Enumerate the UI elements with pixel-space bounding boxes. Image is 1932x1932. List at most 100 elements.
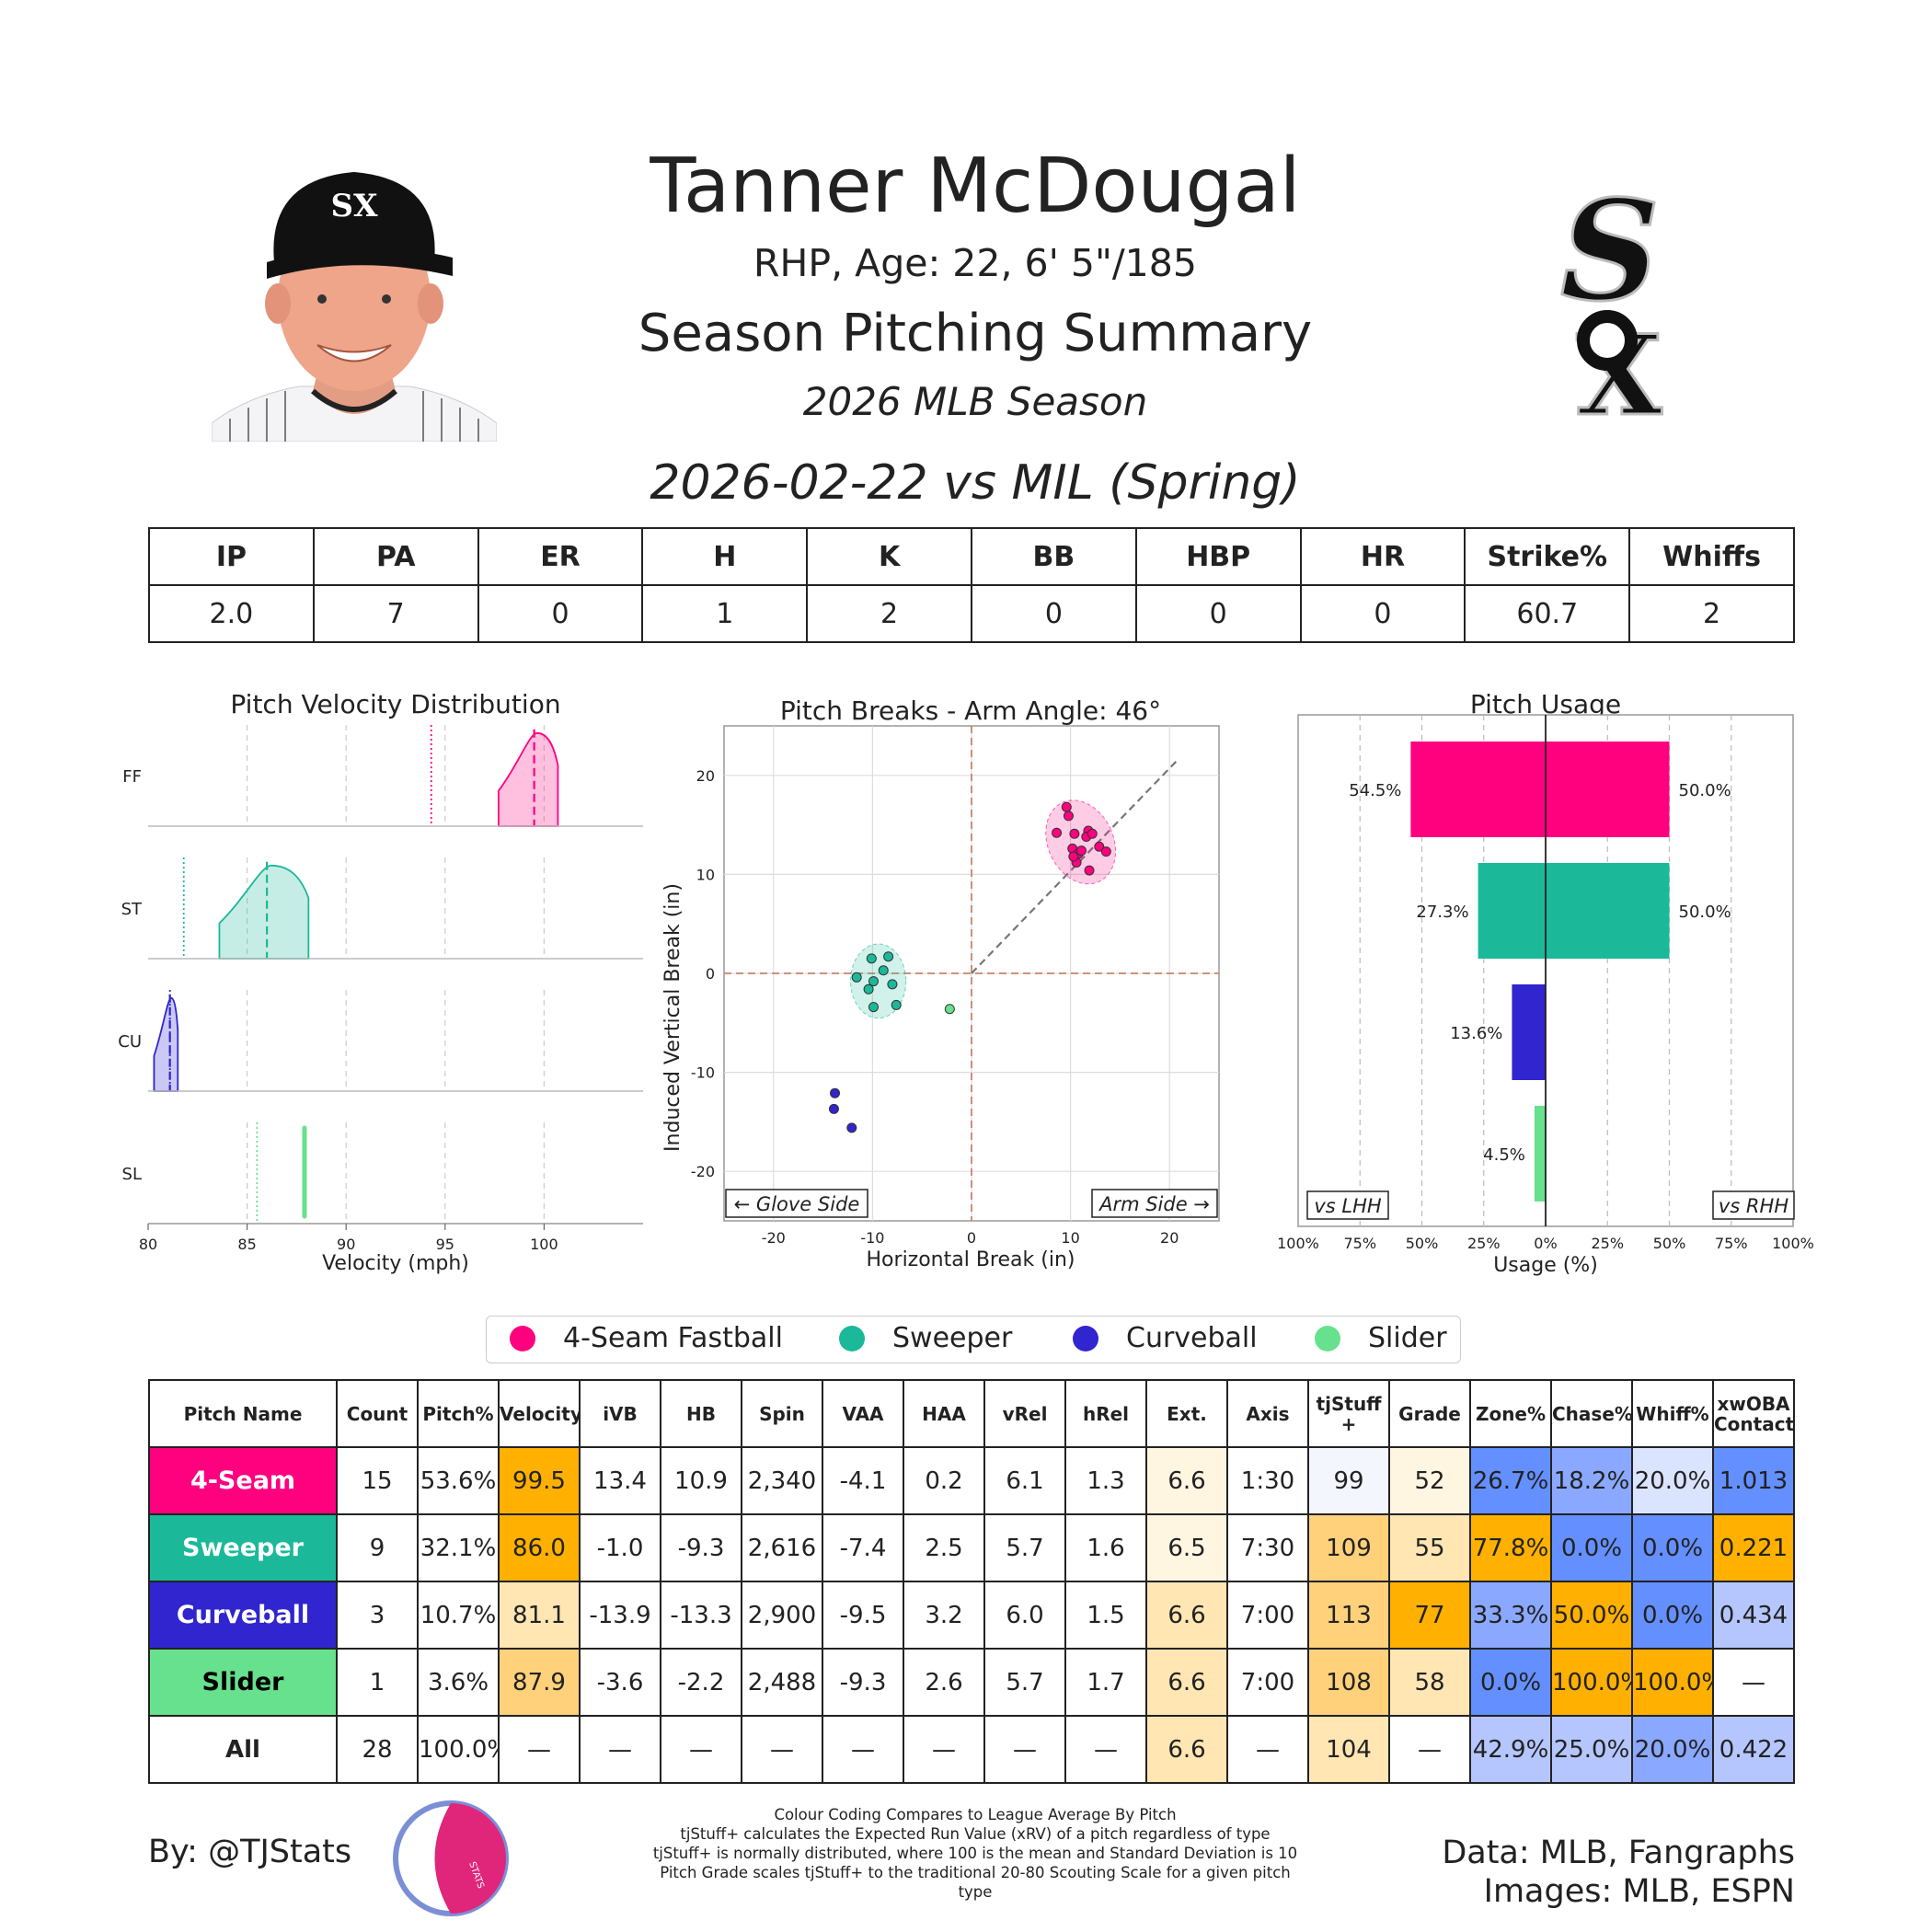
usage-rhh-value: 50.0%: [1679, 903, 1731, 922]
pitch-table-cell: 26.7%: [1469, 1446, 1552, 1515]
pitch-table-cell: —: [1064, 1715, 1147, 1784]
pitch-table-cell: 100.0%: [417, 1715, 500, 1784]
pitch-table-cell: —: [579, 1715, 661, 1784]
breaks-chart-title: Pitch Breaks - Arm Angle: 46°: [780, 696, 1161, 726]
pitch-table-cell: —: [660, 1715, 742, 1784]
pitch-table-cell: 0.0%: [1631, 1513, 1714, 1582]
stats-value-cell: 2: [1628, 584, 1795, 643]
legend-item-4-seam: 4-Seam Fastball: [510, 1322, 783, 1354]
breaks-x-tick: -20: [762, 1229, 786, 1247]
velocity-tick-label: 85: [237, 1236, 256, 1253]
breaks-point: [1100, 846, 1111, 857]
pitch-table-cell: 2.5: [903, 1513, 985, 1582]
stats-value-row: 2.0 7 0 1 2 0 0 0 60.7 2: [148, 584, 1795, 643]
usage-rhh-value: 50.0%: [1679, 781, 1731, 800]
pitch-table-cell: 0.221: [1712, 1513, 1795, 1582]
pitch-table-cell: 6.6: [1145, 1581, 1228, 1650]
footnote-line: Pitch Grade scales tjStuff+ to the tradi…: [660, 1864, 1291, 1901]
pitch-table-cell: 87.9: [498, 1648, 581, 1717]
pitch-table-cell: -3.6: [579, 1648, 661, 1717]
pitch-table-cell: -1.0: [579, 1513, 661, 1582]
usage-tick-label: 50%: [1653, 1235, 1686, 1252]
velocity-x-label: Velocity (mph): [322, 1252, 469, 1275]
pitch-name-cell: 4-Seam: [148, 1446, 338, 1515]
breaks-y-tick: 20: [696, 767, 715, 785]
pitch-name-cell: All: [148, 1715, 338, 1784]
pitch-table-header-cell: Spin: [741, 1379, 823, 1448]
pitch-legend: 4-Seam Fastball Sweeper Curveball Slider: [486, 1316, 1461, 1363]
pitch-table-row: Curveball 3 10.7% 81.1 -13.9 -13.3 2,900 -9.5 3.…: [148, 1581, 1795, 1650]
pitch-table-cell: 20.0%: [1631, 1446, 1714, 1515]
credit-line: Images: MLB, ESPN: [1483, 1873, 1795, 1910]
breaks-point: [887, 979, 898, 990]
usage-bar-lhh: [1512, 984, 1546, 1080]
pitch-table-cell: 108: [1307, 1648, 1390, 1717]
vs-lhh-label: vs LHH: [1314, 1195, 1382, 1217]
stats-value-cell: 2.0: [148, 584, 315, 643]
breaks-x-tick: -10: [860, 1229, 884, 1247]
pitch-table-header-cell: Pitch Name: [148, 1379, 338, 1448]
player-headshot: SX: [212, 172, 497, 442]
breaks-point: [1075, 845, 1087, 857]
pitch-table-cell: 2,616: [741, 1513, 823, 1582]
pitch-name-cell: Sweeper: [148, 1513, 338, 1582]
stats-value-cell: 1: [641, 584, 809, 643]
pitch-table-cell: 99.5: [498, 1446, 581, 1515]
breaks-point: [828, 1103, 839, 1114]
pitch-table-cell: 52: [1388, 1446, 1471, 1515]
breaks-point: [944, 1004, 955, 1015]
arm-side-label: Arm Side →: [1098, 1193, 1210, 1215]
pitch-table-cell: —: [1712, 1648, 1795, 1717]
usage-bar-rhh: [1546, 742, 1670, 837]
stats-header-cell: HBP: [1134, 527, 1302, 586]
stats-value-cell: 7: [312, 584, 479, 643]
pitch-table-cell: 77.8%: [1469, 1513, 1552, 1582]
team-logo: S X: [1558, 170, 1663, 428]
pitch-table-cell: 6.5: [1145, 1513, 1228, 1582]
pitch-table-header-cell: Axis: [1226, 1379, 1309, 1448]
stats-value-cell: 0: [1299, 584, 1466, 643]
velocity-row-cu: CU: [118, 990, 643, 1092]
usage-tick-label: 0%: [1534, 1235, 1557, 1252]
pitch-table-cell: 7:00: [1226, 1648, 1309, 1717]
season-label: 2026 MLB Season: [802, 379, 1148, 424]
usage-plot-area: 54.5% 50.0% 27.3% 50.0% 13.6% 4.5% 100% 75% 50% 2…: [1277, 714, 1814, 1252]
player-bio: RHP, Age: 22, 6' 5"/185: [753, 241, 1197, 285]
pitch-table-cell: 3.2: [903, 1581, 985, 1650]
breaks-y-tick: -10: [691, 1064, 715, 1082]
pitch-table-cell: 15: [336, 1446, 419, 1515]
credit-line: Data: MLB, Fangraphs: [1442, 1834, 1795, 1871]
pitch-table-cell: 109: [1307, 1513, 1390, 1582]
breaks-y-label: Induced Vertical Break (in): [661, 883, 684, 1152]
tjstats-logo: STATS: [393, 1800, 509, 1916]
velocity-row-ff: FF: [122, 725, 643, 827]
stats-header-cell: PA: [312, 527, 479, 586]
pitch-table-cell: —: [983, 1715, 1066, 1784]
legend-label: Slider: [1368, 1322, 1447, 1354]
pitch-table-cell: 3: [336, 1581, 419, 1650]
tjstats-logo-seam: [434, 1803, 506, 1914]
vs-rhh-label: vs RHH: [1719, 1195, 1788, 1217]
breaks-point: [1069, 828, 1080, 839]
velocity-tick-label: 90: [337, 1236, 355, 1253]
pitch-table-cell: 9: [336, 1513, 419, 1582]
pitch-table-cell: 53.6%: [417, 1446, 500, 1515]
pitch-table-cell: 3.6%: [417, 1648, 500, 1717]
usage-lhh-value: 13.6%: [1450, 1024, 1502, 1043]
pitch-table-cell: 18.2%: [1550, 1446, 1633, 1515]
stats-value-cell: 2: [806, 584, 972, 643]
svg-text:SX: SX: [331, 188, 379, 224]
legend-item-slider: Slider: [1315, 1322, 1447, 1354]
pitch-table-cell: 1.7: [1064, 1648, 1147, 1717]
usage-x-label: Usage (%): [1493, 1254, 1598, 1277]
pitch-table-cell: -2.2: [660, 1648, 742, 1717]
usage-tick-label: 75%: [1715, 1235, 1748, 1252]
legend-label: Curveball: [1126, 1322, 1258, 1354]
velocity-row-sl: SL: [122, 1122, 643, 1225]
pitch-table-cell: 33.3%: [1469, 1581, 1552, 1650]
pitch-breaks-chart: Pitch Breaks - Arm Angle: 46° Horizontal…: [661, 696, 1220, 1271]
pitch-table-header-cell: Pitch%: [417, 1379, 500, 1448]
pitch-metrics-table: Pitch Name Count Pitch% Velocity iVB HB Spin VA…: [148, 1379, 1795, 1784]
footnote-line: tjStuff+ is normally distributed, where …: [652, 1845, 1298, 1862]
pitch-table-header-cell: Ext.: [1145, 1379, 1228, 1448]
